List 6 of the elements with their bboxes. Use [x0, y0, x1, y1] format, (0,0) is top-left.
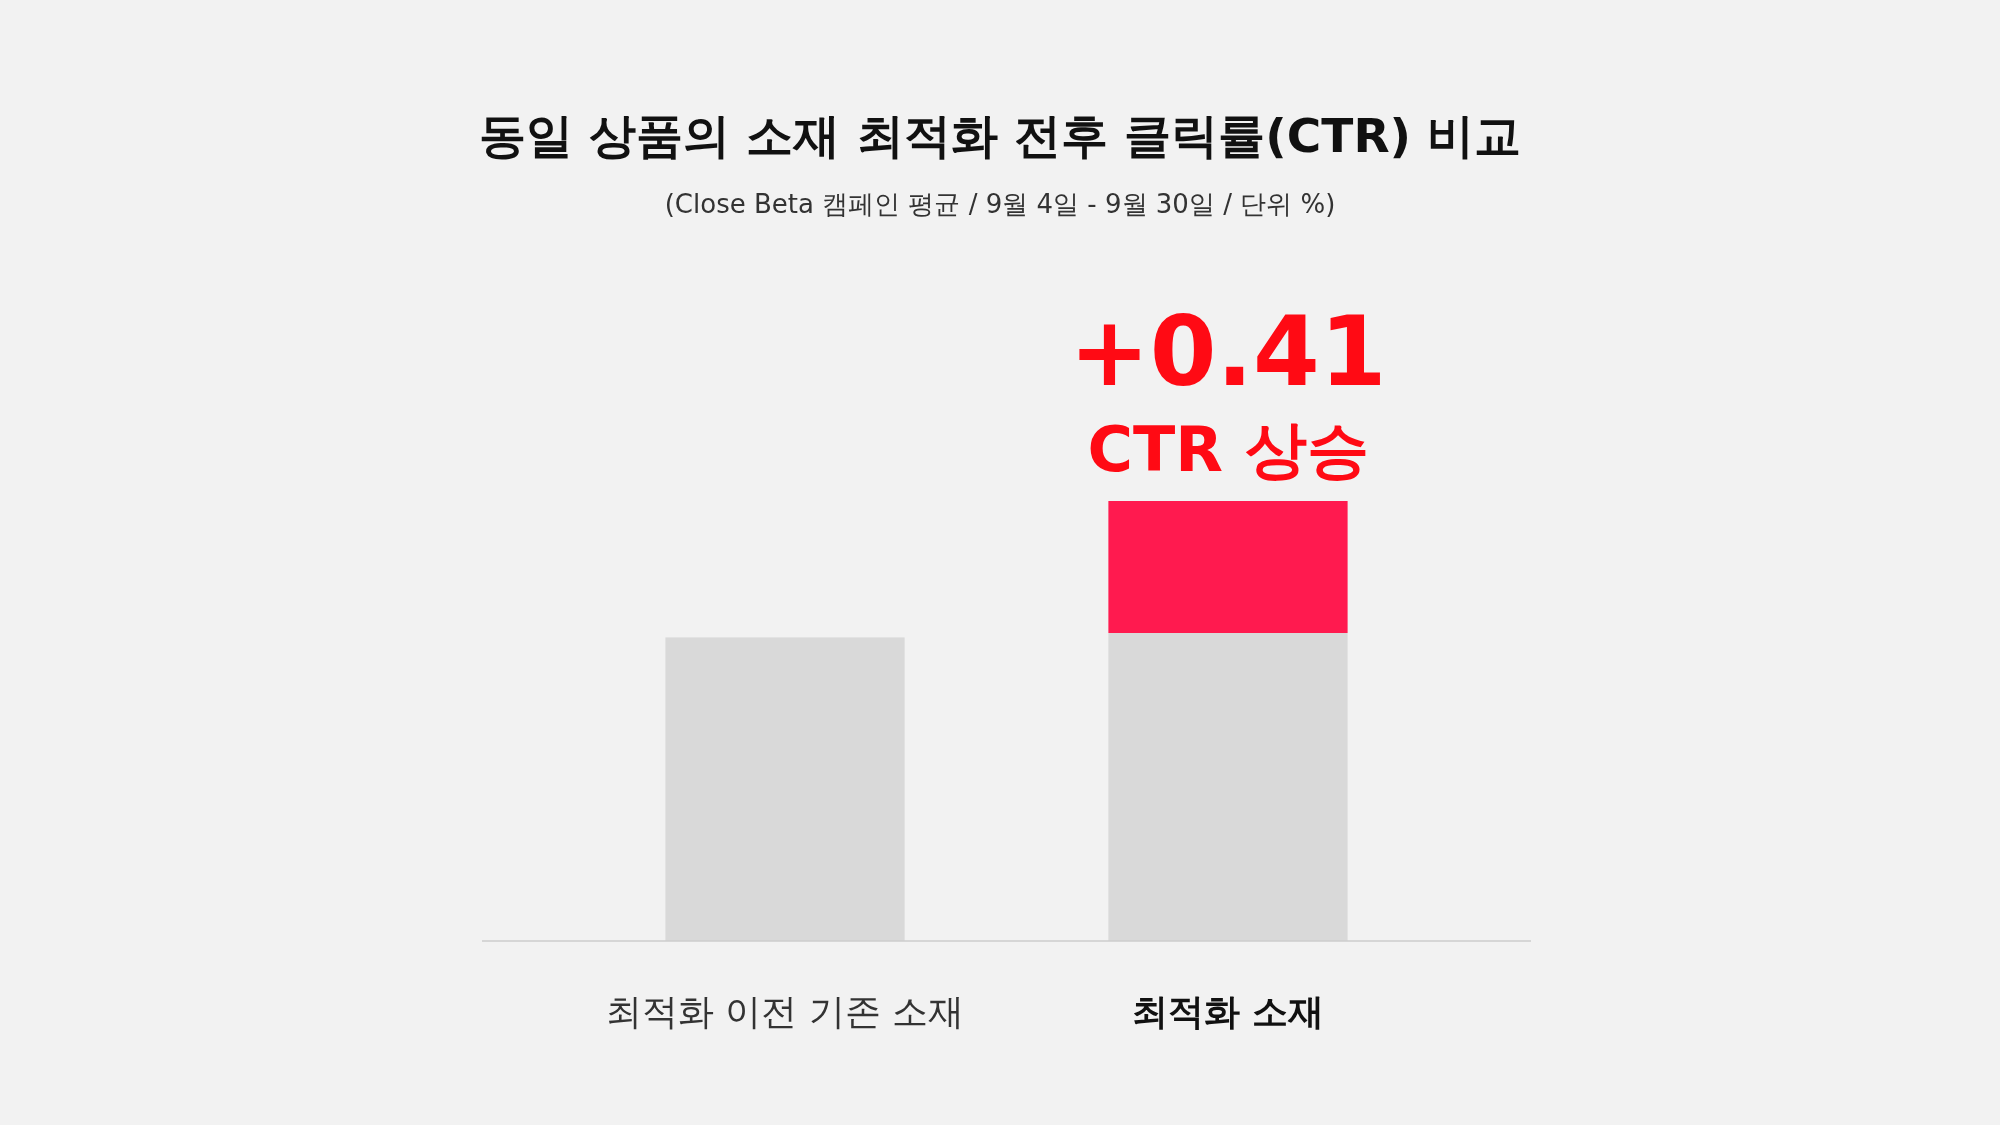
annotation: CTR 상승: [1087, 413, 1369, 486]
annotation: +0.41: [1069, 296, 1387, 408]
chart-title: 동일 상품의 소재 최적화 전후 클릭률(CTR) 비교: [478, 108, 1522, 163]
x-tick-label: 최적화 이전 기존 소재: [605, 991, 965, 1032]
x-tick-label: 최적화 소재: [1131, 991, 1325, 1032]
chart-subtitle: (Close Beta 캠페인 평균 / 9월 4일 - 9월 30일 / 단위 %): [664, 189, 1336, 219]
